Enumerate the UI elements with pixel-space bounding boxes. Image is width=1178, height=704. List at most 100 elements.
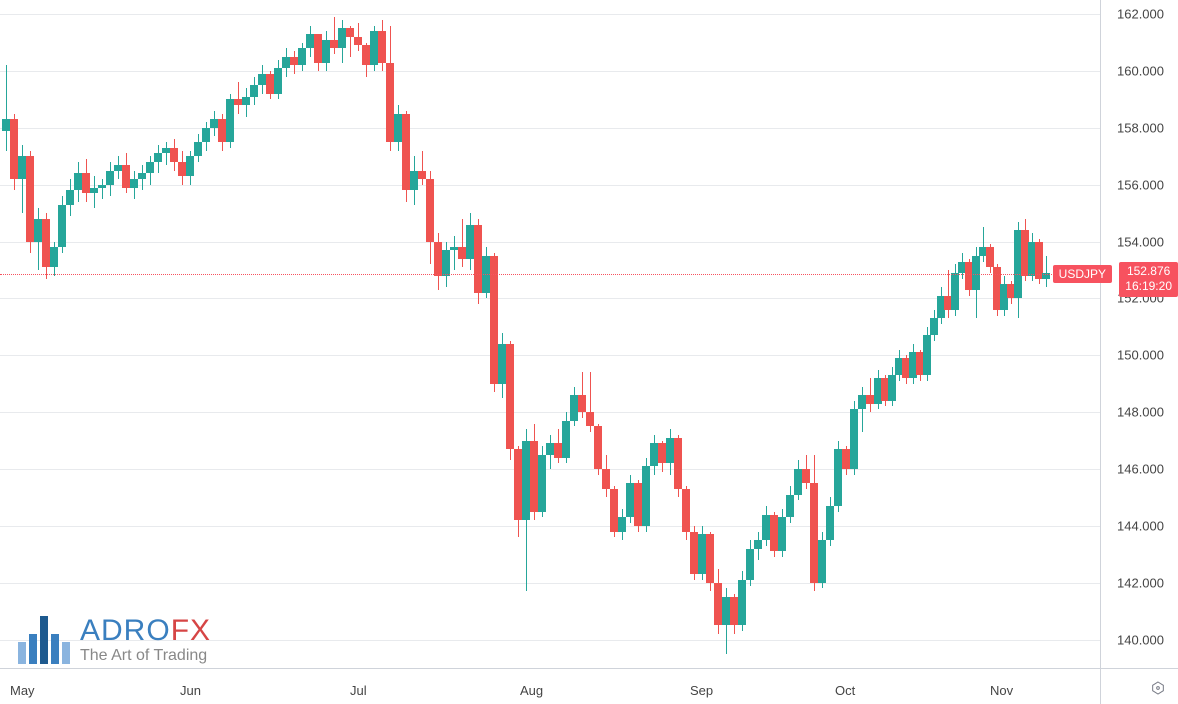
candle-body[interactable] <box>850 409 858 469</box>
candle-body[interactable] <box>354 37 362 46</box>
candle-body[interactable] <box>888 375 896 401</box>
candle-body[interactable] <box>514 449 522 520</box>
candle-body[interactable] <box>666 438 674 464</box>
candle-body[interactable] <box>714 583 722 626</box>
candle-body[interactable] <box>122 165 130 188</box>
candle-body[interactable] <box>474 225 482 293</box>
candle-body[interactable] <box>370 31 378 65</box>
candle-body[interactable] <box>418 171 426 180</box>
candle-body[interactable] <box>26 156 34 241</box>
candle-body[interactable] <box>322 40 330 63</box>
candle-body[interactable] <box>586 412 594 426</box>
candle-body[interactable] <box>162 148 170 154</box>
candle-body[interactable] <box>202 128 210 142</box>
candle-body[interactable] <box>923 335 931 375</box>
candle-body[interactable] <box>674 438 682 489</box>
candle-body[interactable] <box>74 173 82 190</box>
candle-body[interactable] <box>274 68 282 94</box>
candle-body[interactable] <box>378 31 386 62</box>
candle-body[interactable] <box>458 247 466 258</box>
candle-body[interactable] <box>114 165 122 171</box>
candle-body[interactable] <box>602 469 610 489</box>
candle-body[interactable] <box>951 273 959 310</box>
candle-body[interactable] <box>746 549 754 580</box>
candle-body[interactable] <box>290 57 298 66</box>
candle-body[interactable] <box>802 469 810 483</box>
candle-body[interactable] <box>730 597 738 625</box>
candle-body[interactable] <box>282 57 290 68</box>
candle-body[interactable] <box>2 119 10 130</box>
candle-body[interactable] <box>66 190 74 204</box>
candle-body[interactable] <box>658 443 666 463</box>
candle-body[interactable] <box>250 85 258 96</box>
candle-body[interactable] <box>450 247 458 250</box>
candle-body[interactable] <box>186 156 194 176</box>
settings-icon[interactable] <box>1150 680 1166 696</box>
candle-body[interactable] <box>786 495 794 518</box>
candle-body[interactable] <box>242 97 250 106</box>
candle-body[interactable] <box>794 469 802 495</box>
candle-body[interactable] <box>154 153 162 162</box>
candle-body[interactable] <box>826 506 834 540</box>
candle-body[interactable] <box>594 426 602 469</box>
candle-body[interactable] <box>858 395 866 409</box>
candle-body[interactable] <box>698 534 706 574</box>
candle-body[interactable] <box>754 540 762 549</box>
candle-body[interactable] <box>466 225 474 259</box>
candle-body[interactable] <box>986 247 994 267</box>
candle-body[interactable] <box>650 443 658 466</box>
candle-body[interactable] <box>578 395 586 412</box>
candle-body[interactable] <box>42 219 50 267</box>
candle-body[interactable] <box>690 532 698 575</box>
candle-body[interactable] <box>306 34 314 48</box>
candle-body[interactable] <box>18 156 26 179</box>
candle-body[interactable] <box>402 114 410 191</box>
candle-body[interactable] <box>146 162 154 173</box>
candle-body[interactable] <box>90 188 98 194</box>
candle-body[interactable] <box>346 28 354 37</box>
candle-body[interactable] <box>170 148 178 162</box>
candle-body[interactable] <box>434 242 442 276</box>
candle-body[interactable] <box>386 63 394 143</box>
candle-body[interactable] <box>330 40 338 49</box>
candle-body[interactable] <box>762 515 770 541</box>
candle-body[interactable] <box>178 162 186 176</box>
candle-body[interactable] <box>866 395 874 404</box>
candle-body[interactable] <box>842 449 850 469</box>
candle-body[interactable] <box>410 171 418 191</box>
candle-body[interactable] <box>314 34 322 62</box>
candle-body[interactable] <box>442 250 450 276</box>
candle-body[interactable] <box>34 219 42 242</box>
candle-body[interactable] <box>58 205 66 248</box>
candle-body[interactable] <box>530 441 538 512</box>
candle-body[interactable] <box>10 119 18 179</box>
candle-body[interactable] <box>930 318 938 335</box>
symbol-badge[interactable]: USDJPY <box>1053 265 1112 283</box>
candle-body[interactable] <box>106 171 114 185</box>
candle-body[interactable] <box>834 449 842 506</box>
candle-body[interactable] <box>258 74 266 85</box>
candle-body[interactable] <box>218 119 226 142</box>
candle-body[interactable] <box>722 597 730 625</box>
candle-body[interactable] <box>770 515 778 552</box>
candle-body[interactable] <box>226 99 234 142</box>
candle-body[interactable] <box>818 540 826 583</box>
candle-body[interactable] <box>522 441 530 521</box>
candle-body[interactable] <box>626 483 634 517</box>
candle-body[interactable] <box>738 580 746 625</box>
candle-body[interactable] <box>426 179 434 242</box>
candle-body[interactable] <box>538 455 546 512</box>
candle-body[interactable] <box>682 489 690 532</box>
candle-body[interactable] <box>50 247 58 267</box>
candle-body[interactable] <box>610 489 618 532</box>
candle-body[interactable] <box>562 421 570 458</box>
candle-body[interactable] <box>706 534 714 582</box>
candle-body[interactable] <box>546 443 554 454</box>
candle-body[interactable] <box>98 185 106 188</box>
candle-body[interactable] <box>490 256 498 384</box>
candle-body[interactable] <box>338 28 346 48</box>
candle-body[interactable] <box>130 179 138 188</box>
candle-body[interactable] <box>554 443 562 457</box>
candle-body[interactable] <box>234 99 242 105</box>
candle-body[interactable] <box>138 173 146 179</box>
